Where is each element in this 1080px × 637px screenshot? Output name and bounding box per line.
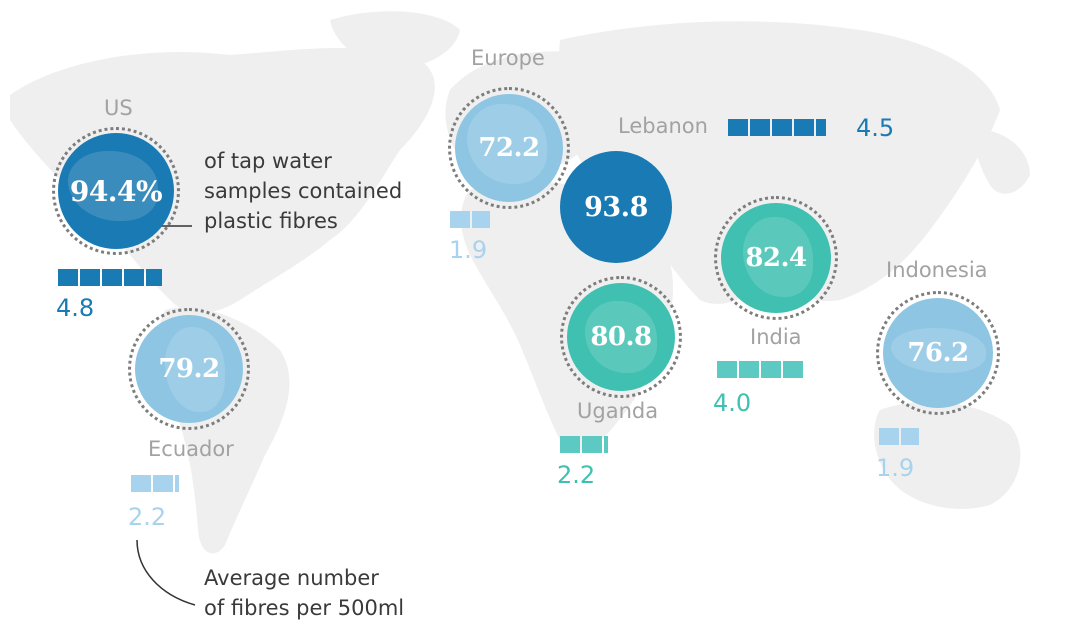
lebanon-fibre-bar xyxy=(728,119,826,136)
fibre-partial-block xyxy=(175,475,179,492)
indonesia-label: Indonesia xyxy=(886,258,988,282)
fibres-note-line-2: of fibres per 500ml xyxy=(204,596,405,620)
ecuador-map-shape xyxy=(165,327,225,412)
fibre-partial-block xyxy=(901,428,919,445)
fibre-unit-block xyxy=(560,436,580,453)
fibre-unit-block xyxy=(582,436,602,453)
fibre-unit-block xyxy=(131,475,151,492)
fibre-unit-block xyxy=(739,361,759,378)
percentage-note-line-1: of tap water xyxy=(204,149,332,173)
fibre-unit-block xyxy=(794,119,814,136)
fibre-unit-block xyxy=(450,211,470,228)
fibre-unit-block xyxy=(717,361,737,378)
fibre-unit-block xyxy=(80,269,100,286)
percentage-note-line-2: samples contained xyxy=(204,179,403,203)
percentage-note-line-3: plastic fibres xyxy=(204,209,338,233)
indonesia-map-shape xyxy=(891,328,986,373)
india-label: India xyxy=(750,325,802,349)
fibres-note-line-1: Average number xyxy=(204,566,379,590)
india-fibre-value: 4.0 xyxy=(713,389,752,417)
fibre-unit-block xyxy=(783,361,803,378)
europe-dotted-ring xyxy=(448,87,570,209)
indonesia-dotted-ring xyxy=(876,291,1000,415)
us-map-shape xyxy=(68,151,158,221)
fibres-explanation-note: Average number of fibres per 500ml xyxy=(204,563,404,623)
fibre-unit-block xyxy=(728,119,748,136)
us-fibre-bar xyxy=(58,269,162,286)
us-dotted-ring xyxy=(52,127,180,255)
ecuador-label: Ecuador xyxy=(148,437,234,461)
indonesia-fibre-value: 1.9 xyxy=(876,454,915,482)
fibre-unit-block xyxy=(58,269,78,286)
india-dotted-ring xyxy=(714,196,838,320)
europe-percentage-value: 72.2 xyxy=(478,133,540,163)
us-percentage-circle: 94.4% xyxy=(58,133,174,249)
uganda-fibre-bar xyxy=(560,436,608,453)
fibre-partial-block xyxy=(146,269,162,286)
percentage-explanation-note: of tap water samples contained plastic f… xyxy=(204,146,402,236)
india-fibre-bar xyxy=(717,361,803,378)
uganda-map-shape xyxy=(585,301,657,373)
greenland-shape xyxy=(330,11,460,69)
lebanon-fibre-value: 4.5 xyxy=(856,114,895,142)
india-map-shape xyxy=(743,217,813,297)
uganda-fibre-value: 2.2 xyxy=(557,461,596,489)
fibre-partial-block xyxy=(472,211,490,228)
india-percentage-circle: 82.4 xyxy=(721,203,831,313)
fibre-unit-block xyxy=(102,269,122,286)
india-percentage-value: 82.4 xyxy=(745,243,807,273)
uganda-label: Uganda xyxy=(577,399,659,423)
fibre-unit-block xyxy=(750,119,770,136)
uganda-dotted-ring xyxy=(560,276,682,398)
indonesia-percentage-circle: 76.2 xyxy=(883,298,993,408)
ecuador-fibre-bar xyxy=(131,475,179,492)
us-percentage-value: 94.4% xyxy=(69,174,163,208)
europe-fibre-value: 1.9 xyxy=(449,236,488,264)
fibre-partial-block xyxy=(604,436,608,453)
ecuador-percentage-circle: 79.2 xyxy=(135,315,243,423)
uganda-percentage-circle: 80.8 xyxy=(567,283,675,391)
asia-shape xyxy=(558,21,1000,304)
us-label: US xyxy=(104,96,133,120)
ecuador-fibre-value: 2.2 xyxy=(128,503,167,531)
fibre-unit-block xyxy=(879,428,899,445)
ecuador-dotted-ring xyxy=(128,308,250,430)
fibre-unit-block xyxy=(124,269,144,286)
indonesia-fibre-bar xyxy=(879,428,919,445)
lebanon-label: Lebanon xyxy=(618,114,708,138)
east-asia-islands-shape xyxy=(976,130,1030,194)
fibre-unit-block xyxy=(761,361,781,378)
lebanon-percentage-value: 93.8 xyxy=(584,191,648,223)
europe-map-shape xyxy=(467,104,547,184)
uganda-percentage-value: 80.8 xyxy=(590,322,652,352)
fibre-unit-block xyxy=(153,475,173,492)
north-america-shape xyxy=(10,48,435,314)
indonesia-percentage-value: 76.2 xyxy=(907,338,969,368)
ecuador-percentage-value: 79.2 xyxy=(158,354,220,384)
europe-percentage-circle: 72.2 xyxy=(455,94,563,202)
fibre-partial-block xyxy=(816,119,826,136)
us-fibre-value: 4.8 xyxy=(56,294,95,322)
europe-fibre-bar xyxy=(450,211,490,228)
lebanon-percentage-circle: 93.8 xyxy=(560,151,672,263)
europe-label: Europe xyxy=(471,46,545,70)
fibre-unit-block xyxy=(772,119,792,136)
